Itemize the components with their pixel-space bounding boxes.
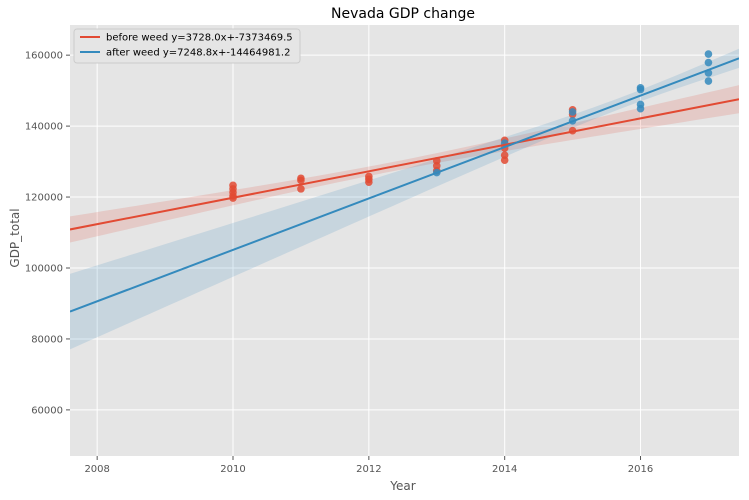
data-point-series-1 [297, 176, 305, 185]
y-tick-label: 60000 [31, 405, 63, 416]
plot-area [70, 25, 739, 456]
y-tick-label: 100000 [25, 263, 63, 274]
x-tick-label: 2012 [356, 464, 381, 475]
x-tick-label: 2014 [492, 464, 517, 475]
legend-label-2: after weed y=7248.8x+-14464981.2 [106, 48, 290, 59]
grid-lines [70, 25, 739, 456]
x-tick-label: 2016 [628, 464, 653, 475]
y-tick-label: 160000 [25, 51, 63, 62]
regression-line-series-1 [70, 98, 739, 231]
data-point-series-1 [297, 185, 305, 193]
data-point-series-2 [704, 50, 713, 58]
data-point-series-2 [636, 85, 645, 94]
data-point-series-2 [568, 108, 577, 116]
regression-line-series-2 [70, 57, 739, 313]
legend-box [73, 28, 301, 64]
chart-title: Nevada GDP change [331, 6, 475, 22]
y-tick-label: 120000 [25, 193, 63, 204]
x-tick-label: 2008 [84, 464, 109, 475]
legend: before weed y=3728.0x+-7373469.5 after we… [73, 28, 301, 64]
y-axis-ticks: 60000 80000 100000 120000 140000 160000 [25, 51, 70, 416]
data-point-series-2 [704, 77, 713, 85]
data-point-series-2 [636, 104, 645, 113]
y-axis-label: GDP_total [8, 208, 22, 267]
y-tick-label: 140000 [25, 122, 63, 133]
x-axis-ticks: 2008 2010 2012 2014 2016 [84, 456, 653, 475]
data-point-series-2 [704, 58, 713, 67]
y-tick-label: 80000 [31, 334, 63, 345]
legend-label-1: before weed y=3728.0x+-7373469.5 [106, 33, 293, 44]
data-point-series-1 [365, 178, 373, 186]
x-axis-label: Year [389, 479, 415, 493]
regression-lines [70, 57, 739, 313]
plot-background [70, 25, 739, 456]
data-point-series-1 [500, 156, 509, 164]
x-tick-label: 2010 [220, 464, 245, 475]
